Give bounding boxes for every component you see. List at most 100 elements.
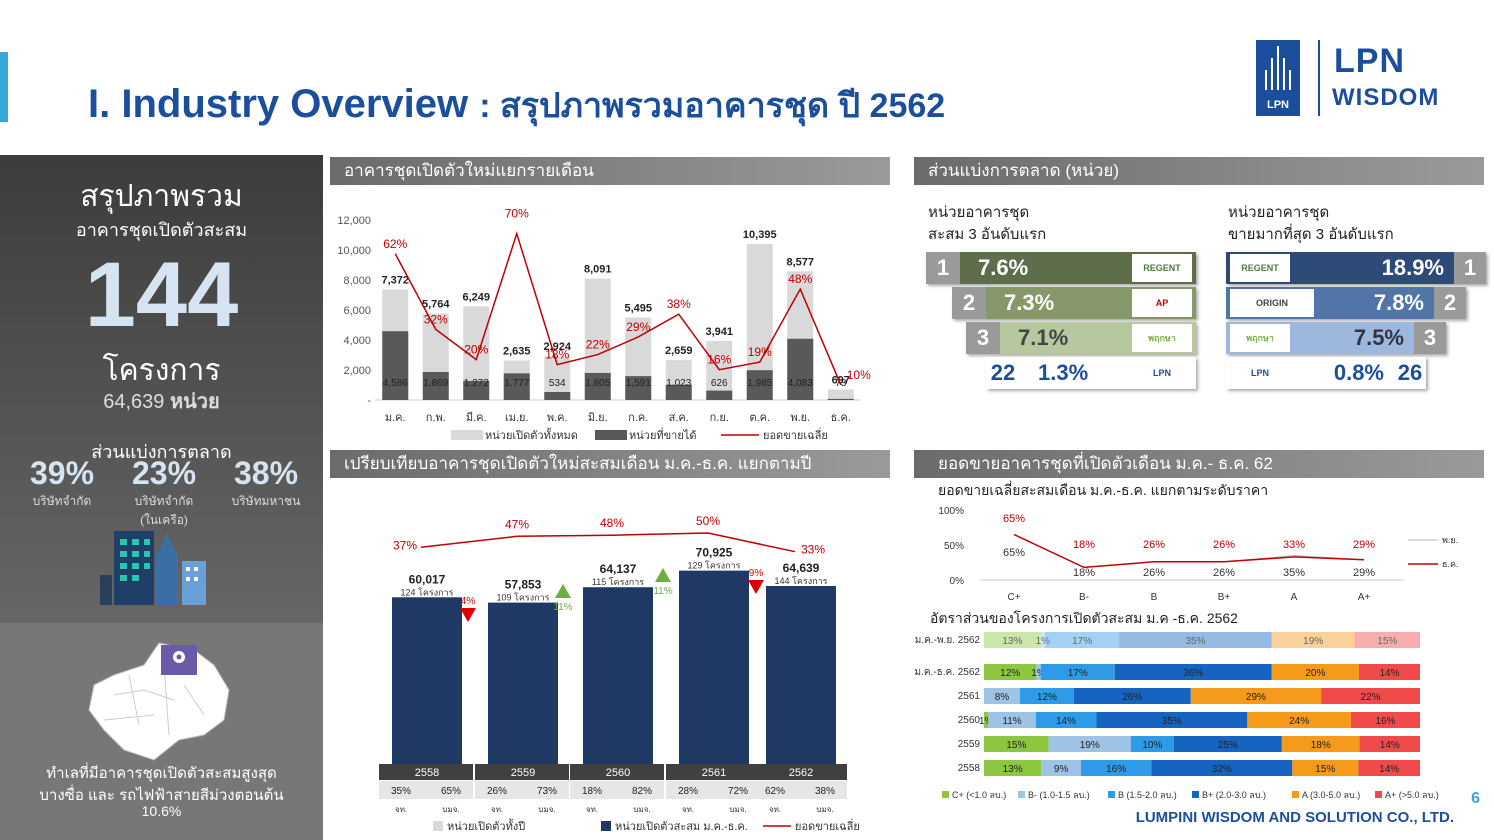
units-total: 64,639 หน่วย [103, 391, 220, 413]
location-box: ทำเลที่มีอาคารชุดเปิดตัวสะสมสูงสุด บางซื… [0, 623, 323, 840]
sales-line-dec [1013, 533, 1365, 569]
right-rank-row: ORIGIN 7.8% 2 [1226, 287, 1466, 319]
avg-sales-line [394, 231, 842, 386]
ratio-segment [1041, 760, 1081, 776]
sales-top-label: 26% [1213, 539, 1235, 551]
year-value-label: 70,925 [696, 546, 733, 560]
y-tick-label: 6,000 [343, 305, 371, 317]
left-rank-row: 1 7.6% REGENT [926, 252, 1196, 284]
change-label: 11% [553, 602, 572, 613]
ratio-segment-label: 19% [1080, 740, 1100, 751]
ratio-stacked-chart: ม.ค.-พ.ย. 2562 13% 1% 17% 35% 19% 15% ม.ค.-ธ.ค.… [914, 632, 1439, 800]
ratio-segment [1271, 664, 1359, 680]
sales-top-label: 33% [1283, 539, 1305, 551]
split-cell [753, 781, 847, 799]
sales-x-tick: B+ [1218, 592, 1231, 603]
split-pct-1: 18% [582, 786, 602, 797]
ratio-segment [984, 632, 1041, 648]
share-item: 38% บริษัทมหาชน [218, 455, 314, 530]
split-label-1: จท. [682, 805, 694, 814]
market-right-title: หน่วยอาคารชุด ขายมากที่สุด 3 อันดับแรก [1228, 204, 1394, 243]
y-tick-label: - [367, 395, 371, 407]
ratio-segment [1073, 688, 1191, 704]
share-title: ส่วนแบ่งการตลาด [91, 442, 232, 462]
ratio-segment-label: 17% [1068, 668, 1088, 679]
ratio-legend-label: B- (1.0-1.5 ลบ.) [1028, 790, 1090, 800]
ratio-segment-label: 14% [1380, 740, 1400, 751]
sold-bar [463, 380, 490, 400]
yearly-avg-label: 48% [600, 516, 624, 530]
location-pct: 10.6% [141, 803, 182, 819]
left-rank-row: 2 7.3% AP [952, 287, 1196, 319]
ratio-segment-label: 29% [1246, 692, 1266, 703]
change-up-icon [655, 568, 671, 582]
x-tick-label: ก.ย. [710, 412, 729, 424]
split-pct-1: 35% [391, 786, 411, 797]
sold-label: 1,805 [585, 378, 610, 389]
ratio-legend-swatch [1018, 791, 1025, 798]
ratio-segment [1151, 760, 1293, 776]
sales-y-tick: 0% [950, 576, 965, 587]
sales-line-chart: 0% 50% 100% C+ 65% 65% B- 18% 18% B 26% 26% B+ 26% 26%… [938, 506, 1458, 603]
split-pct-1: 62% [765, 786, 785, 797]
ratio-segment [1080, 760, 1152, 776]
sales-x-tick: B- [1079, 592, 1089, 603]
sales-y-tick: 50% [944, 541, 964, 552]
ratio-segment [1173, 736, 1282, 752]
ratio-legend-label: B+ (2.0-3.0 ลบ.) [1202, 790, 1266, 800]
ratio-segment [1321, 688, 1420, 704]
change-down-icon [748, 580, 764, 594]
rank-pct: 7.5% [1353, 325, 1404, 350]
x-tick-label: ก.ค. [628, 412, 648, 424]
ratio-segment-label: 1% [979, 716, 994, 727]
split-label-1: จท. [586, 805, 598, 814]
split-cell [570, 781, 664, 799]
ratio-segment-label: 36% [1183, 668, 1203, 679]
brand-logo: REGENT [1230, 254, 1290, 282]
ratio-segment-label: 22% [1361, 692, 1381, 703]
ratio-segment-label: 14% [1056, 716, 1076, 727]
legend-avg: ยอดขายเฉลี่ย [795, 818, 860, 833]
footer-company: LUMPINI WISDOM AND SOLUTION CO., LTD. [1135, 809, 1454, 826]
legend-total-swatch [451, 430, 483, 440]
share-pct: 39% [29, 455, 95, 491]
ratio-segment-label: 35% [1162, 716, 1182, 727]
logo-badge: LPN [1256, 40, 1300, 116]
ratio-segment-label: 14% [1379, 668, 1399, 679]
sales-top-label: 26% [1143, 539, 1165, 551]
avg-sales-label: 20% [464, 343, 488, 357]
ratio-segment [1035, 712, 1097, 728]
legend-sold: หน่วยที่ขายได้ [629, 427, 696, 442]
yearly-chart-header: เปรียบเทียบอาคารชุดเปิดตัวใหม่สะสมเดือน … [330, 450, 890, 478]
x-tick-label: เม.ย. [505, 412, 529, 424]
total-label: 2,635 [503, 345, 531, 357]
x-tick-label: ธ.ค. [831, 412, 851, 424]
sold-label: 1,985 [747, 378, 772, 389]
sold-bar [503, 373, 530, 400]
total-bar [827, 389, 854, 400]
project-count: 144 [84, 244, 239, 346]
sales-bottom-label: 65% [1003, 547, 1025, 559]
ratio-segment [988, 712, 1036, 728]
yearly-avg-line [420, 532, 796, 553]
ratio-segment [1358, 760, 1420, 776]
y-tick-label: 4,000 [343, 335, 371, 347]
rank-number: 3 [1414, 322, 1446, 354]
x-tick-label: พ.ค. [547, 412, 568, 424]
avg-sales-label: 18% [545, 348, 569, 362]
monthly-chart-header: อาคารชุดเปิดตัวใหม่แยกรายเดือน [330, 157, 890, 185]
rank-pct: 18.9% [1381, 255, 1444, 280]
ratio-row-label: 2561 [958, 691, 981, 702]
left-rank-row: 3 7.1% พฤกษา [966, 322, 1196, 354]
ratio-segment [1358, 664, 1420, 680]
y-tick-label: 10,000 [337, 245, 371, 257]
sales-top-label: 65% [1003, 513, 1025, 525]
brand-logo: พฤกษา [1230, 324, 1290, 352]
share-item: 23% บริษัทจำกัด (ในเครือ) [116, 455, 212, 530]
ratio-segment-label: 15% [1006, 740, 1026, 751]
ratio-segment-label: 11% [1002, 716, 1021, 727]
yearly-avg-label: 50% [696, 514, 720, 528]
split-cell [475, 781, 569, 799]
legend-year: หน่วยเปิดตัวทั้งปี [447, 818, 525, 833]
